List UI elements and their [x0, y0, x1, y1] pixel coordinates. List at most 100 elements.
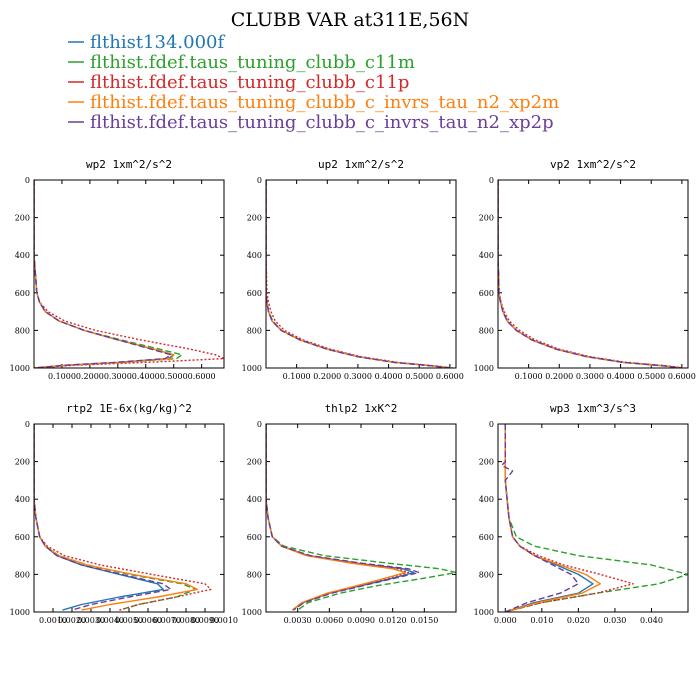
y-tick-label: 800 [479, 570, 494, 579]
series-line [266, 180, 450, 368]
y-tick-label: 200 [247, 458, 262, 467]
panel-title: wp3 1xm^3/s^3 [550, 402, 636, 415]
x-tick-label: 0.2000 [313, 372, 341, 381]
x-tick-label: 0.0060 [134, 616, 162, 625]
x-tick-label: 0.0070 [153, 616, 181, 625]
x-tick-label: 0.0010 [210, 616, 238, 625]
y-tick-label: 0 [25, 420, 30, 429]
series-group [501, 424, 688, 612]
series-line [34, 180, 172, 368]
series-line [34, 424, 197, 611]
y-tick-label: 0 [257, 420, 262, 429]
x-tick-label: 0.5000 [160, 372, 188, 381]
chart-panel: vp2 1xm^2/s^2 0 200 400 600 800 1000 0.1000 0.20… [474, 158, 696, 381]
panel-title: wp2 1xm^2/s^2 [86, 158, 172, 171]
x-tick-label: 0.5000 [637, 372, 665, 381]
y-tick-label: 800 [15, 326, 30, 335]
x-tick-label: 0.040 [640, 616, 663, 625]
series-line [34, 424, 199, 611]
y-tick-label: 1000 [474, 608, 494, 617]
y-tick-label: 400 [479, 495, 494, 504]
x-tick-label: 0.0090 [347, 616, 375, 625]
y-tick-label: 400 [15, 251, 30, 260]
x-tick-label: 0.1000 [283, 372, 311, 381]
figure-title: CLUBB VAR at311E,56N [231, 9, 470, 31]
chart-panel: wp2 1xm^2/s^2 0 200 400 600 800 1000 0.1000 0.20… [10, 158, 225, 381]
y-tick-label: 1000 [10, 608, 30, 617]
x-tick-label: 0.0030 [284, 616, 312, 625]
x-tick-label: 0.1000 [48, 372, 76, 381]
x-tick-label: 0.3000 [344, 372, 372, 381]
panel-title: up2 1xm^2/s^2 [318, 158, 404, 171]
series-line [266, 424, 406, 611]
y-tick-label: 1000 [242, 608, 262, 617]
series-group [34, 424, 212, 611]
y-tick-label: 0 [489, 420, 494, 429]
legend-label: flthist134.000f [90, 32, 225, 53]
x-tick-label: 0.0090 [191, 616, 219, 625]
series-line [498, 180, 685, 368]
series-line [504, 424, 601, 612]
series-line [498, 180, 682, 368]
series-line [266, 424, 456, 611]
plot-frame [497, 423, 689, 613]
y-tick-label: 600 [479, 533, 494, 542]
series-line [34, 180, 175, 368]
series-group [266, 180, 453, 368]
y-tick-label: 600 [479, 289, 494, 298]
x-tick-label: 0.0010 [39, 616, 67, 625]
y-tick-label: 600 [247, 289, 262, 298]
series-line [498, 180, 682, 368]
y-tick-label: 200 [479, 458, 494, 467]
x-tick-label: 0.0050 [115, 616, 143, 625]
x-tick-label: 0.0030 [77, 616, 105, 625]
legend: flthist134.000f flthist.fdef.taus_tuning_… [68, 32, 559, 133]
series-line [34, 424, 212, 611]
chart-panel: thlp2 1xK^2 0 200 400 600 800 1000 0.0030 0.0060… [242, 402, 457, 625]
series-line [34, 180, 183, 368]
series-line [498, 180, 682, 368]
y-tick-label: 0 [489, 176, 494, 185]
series-line [498, 180, 682, 368]
x-tick-label: 0.000 [494, 616, 517, 625]
x-tick-label: 0.2000 [76, 372, 104, 381]
plot-frame [33, 423, 225, 613]
plot-frame [265, 423, 457, 613]
series-group [266, 424, 456, 611]
plot-frame [497, 179, 689, 369]
panel-title: vp2 1xm^2/s^2 [550, 158, 636, 171]
x-tick-label: 0.0060 [315, 616, 343, 625]
legend-label: flthist.fdef.taus_tuning_clubb_c11p [90, 72, 409, 93]
y-tick-label: 1000 [10, 364, 30, 373]
y-tick-label: 200 [247, 214, 262, 223]
series-group [34, 180, 224, 368]
x-tick-label: 0.6000 [668, 372, 696, 381]
x-tick-label: 0.3000 [104, 372, 132, 381]
x-tick-label: 0.4000 [607, 372, 635, 381]
x-tick-label: 0.020 [567, 616, 590, 625]
y-tick-label: 400 [15, 495, 30, 504]
y-tick-label: 400 [247, 251, 262, 260]
series-line [504, 424, 594, 612]
y-tick-label: 200 [479, 214, 494, 223]
y-tick-label: 600 [15, 289, 30, 298]
plot-frame [265, 179, 457, 369]
legend-label: flthist.fdef.taus_tuning_clubb_c_invrs_t… [90, 92, 559, 113]
x-tick-label: 0.4000 [375, 372, 403, 381]
series-line [34, 180, 175, 368]
x-tick-label: 0.2000 [545, 372, 573, 381]
y-tick-label: 0 [25, 176, 30, 185]
series-line [266, 180, 450, 368]
y-tick-label: 800 [479, 326, 494, 335]
series-group [498, 180, 685, 368]
y-tick-label: 400 [247, 495, 262, 504]
y-tick-label: 600 [15, 533, 30, 542]
y-tick-label: 200 [15, 214, 30, 223]
series-line [266, 424, 415, 611]
chart-panel: up2 1xm^2/s^2 0 200 400 600 800 1000 0.1000 0.20… [242, 158, 464, 381]
y-tick-label: 800 [247, 570, 262, 579]
x-tick-label: 0.010 [530, 616, 553, 625]
